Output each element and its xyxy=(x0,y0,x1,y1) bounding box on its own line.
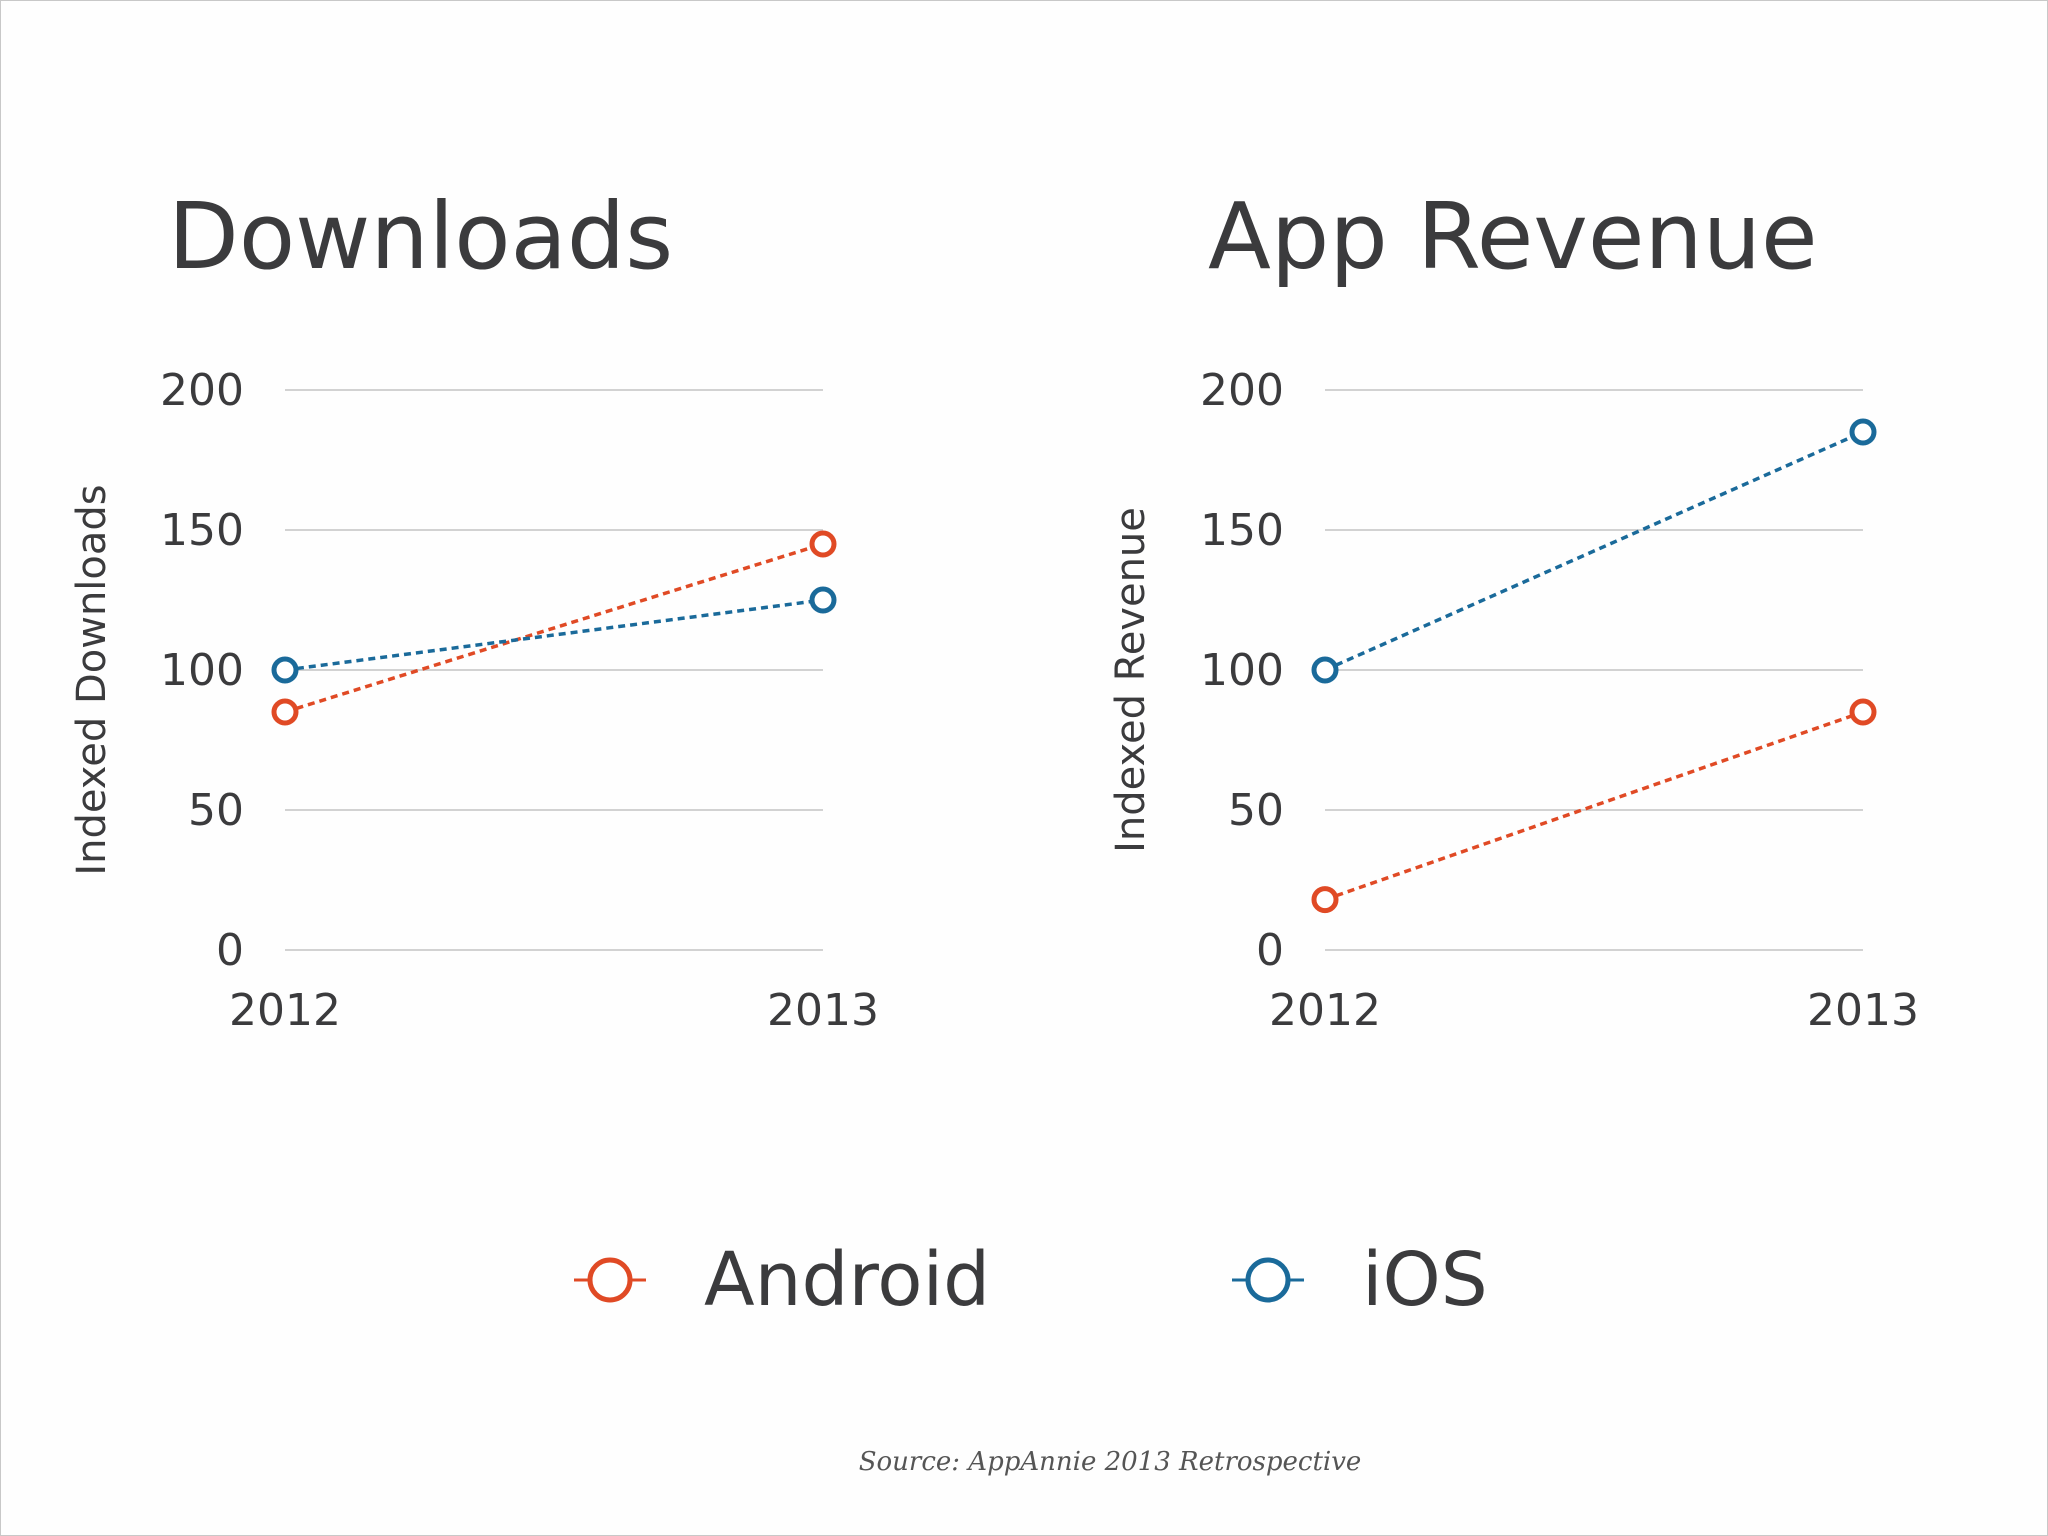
legend-label-android: Android xyxy=(704,1237,991,1323)
chart-title: App Revenue xyxy=(1208,183,1818,290)
series-line-ios xyxy=(1324,430,1864,672)
y-axis-label: Indexed Downloads xyxy=(69,484,115,875)
legend-label-ios: iOS xyxy=(1362,1237,1488,1323)
legend-marker xyxy=(1245,1257,1291,1303)
x-tick-label: 2012 xyxy=(229,985,341,1036)
x-tick-label: 2013 xyxy=(1807,985,1919,1036)
source-note: Source: AppAnnie 2013 Retrospective xyxy=(858,1447,1362,1477)
y-tick-label: 150 xyxy=(1200,505,1284,556)
legend: Android iOS xyxy=(0,1225,2048,1335)
data-point-ios xyxy=(271,656,299,684)
downloads-chart: Downloads 0 50 100 150 200 2012 2013 Indexed Dow… xyxy=(69,183,879,1036)
data-point-android xyxy=(1849,698,1877,726)
series-line-android xyxy=(284,542,824,714)
y-tick-label: 150 xyxy=(160,505,244,556)
data-point-android xyxy=(1311,886,1339,914)
y-axis-label: Indexed Revenue xyxy=(1108,507,1154,853)
legend-item-ios: iOS xyxy=(1230,1225,1488,1335)
chart-title: Downloads xyxy=(168,183,673,290)
circle-marker-icon xyxy=(574,1257,646,1303)
y-tick-label: 50 xyxy=(188,785,244,836)
data-point-ios xyxy=(1311,656,1339,684)
data-point-android xyxy=(809,530,837,558)
data-point-ios xyxy=(809,586,837,614)
x-tick-label: 2013 xyxy=(767,985,879,1036)
app-revenue-chart: App Revenue 0 50 100 150 200 2012 2013 Indexed R… xyxy=(1108,183,1919,1036)
y-tick-label: 200 xyxy=(160,365,244,416)
data-point-android xyxy=(271,698,299,726)
series-line-android xyxy=(1324,710,1864,902)
y-tick-label: 200 xyxy=(1200,365,1284,416)
circle-marker-icon xyxy=(1232,1257,1304,1303)
series-line-ios xyxy=(284,598,824,672)
y-tick-label: 100 xyxy=(1200,645,1284,696)
y-tick-label: 100 xyxy=(160,645,244,696)
legend-item-android: Android xyxy=(572,1225,990,1335)
legend-marker xyxy=(587,1257,633,1303)
y-tick-label: 0 xyxy=(1256,925,1284,976)
y-tick-label: 50 xyxy=(1228,785,1284,836)
x-tick-label: 2012 xyxy=(1269,985,1381,1036)
y-tick-label: 0 xyxy=(216,925,244,976)
data-point-ios xyxy=(1849,418,1877,446)
